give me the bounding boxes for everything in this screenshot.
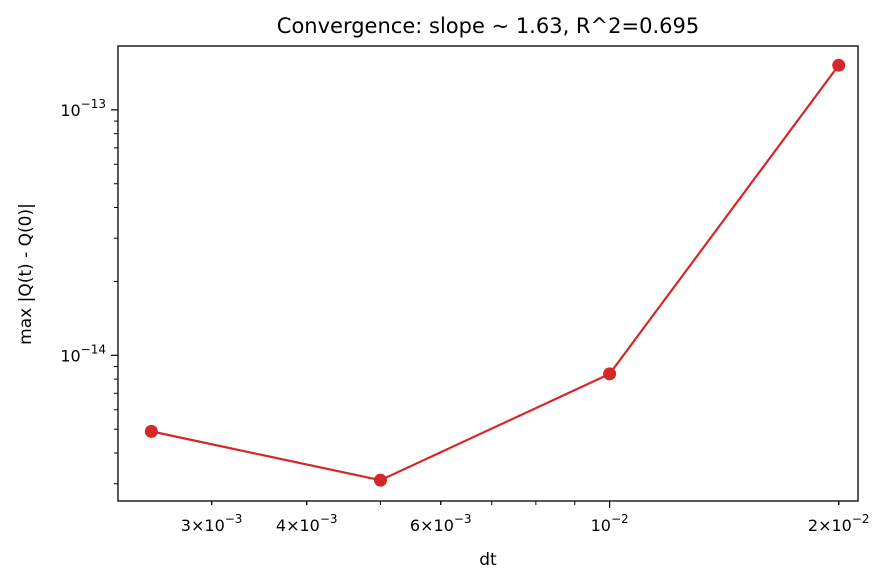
y-axis-label: max |Q(t) - Q(0)| — [16, 203, 36, 345]
plot-frame — [117, 45, 859, 502]
x-tick-label: 2×10−2 — [808, 512, 870, 535]
data-point — [603, 367, 617, 381]
x-tick-label: 3×10−3 — [181, 512, 243, 535]
data-series — [144, 58, 846, 487]
x-axis-label: dt — [479, 550, 497, 570]
minor-ticks — [114, 120, 840, 505]
x-tick-label: 4×10−3 — [276, 512, 338, 535]
tick-labels: 3×10−3 4×10−3 6×10−3 10−2 2×10−2 10−14 10−13 — [60, 97, 869, 535]
x-tick-label: 10−2 — [591, 512, 629, 535]
y-tick-label: 10−13 — [60, 97, 106, 120]
data-point — [144, 424, 158, 438]
x-tick-label: 6×10−3 — [410, 512, 472, 535]
data-point — [373, 473, 387, 487]
chart-title: Convergence: slope ~ 1.63, R^2=0.695 — [277, 14, 699, 38]
y-tick-label: 10−14 — [60, 342, 106, 365]
data-point — [832, 58, 846, 72]
major-ticks — [111, 109, 840, 508]
series-line — [151, 64, 840, 482]
